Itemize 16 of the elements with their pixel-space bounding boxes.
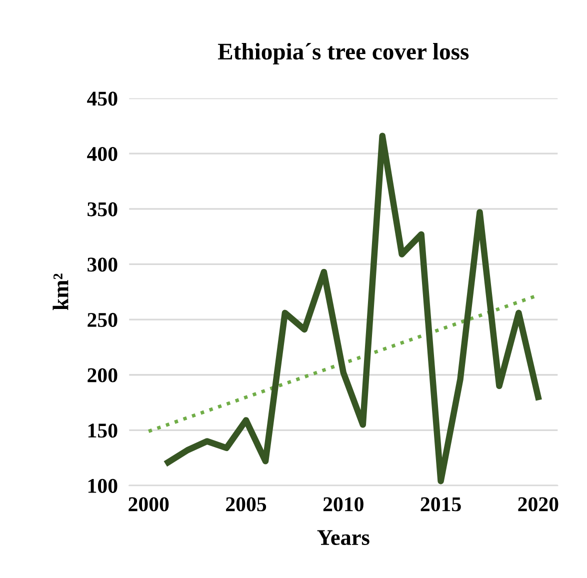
y-tick-label: 250 xyxy=(88,312,118,327)
x-tick-label: 2005 xyxy=(226,497,266,512)
y-tick-label: 150 xyxy=(88,424,118,438)
y-tick-label: 400 xyxy=(87,146,118,162)
y-tick-label: 300 xyxy=(88,258,118,272)
chart-title: Ethiopia´s tree cover loss xyxy=(218,42,469,64)
x-tick-label: 2000 xyxy=(128,497,169,512)
y-tick-label: 450 xyxy=(87,92,118,106)
y-tick-label: 350 xyxy=(88,202,118,216)
y-axis-title: km² xyxy=(52,274,68,310)
y-tick-label: 200 xyxy=(88,368,118,382)
x-tick-label: 2020 xyxy=(518,497,558,512)
x-axis-title: Years xyxy=(317,530,370,546)
y-tick-label: 100 xyxy=(88,478,118,493)
x-tick-label: 2015 xyxy=(420,497,461,512)
x-tick-label: 2010 xyxy=(323,497,364,512)
